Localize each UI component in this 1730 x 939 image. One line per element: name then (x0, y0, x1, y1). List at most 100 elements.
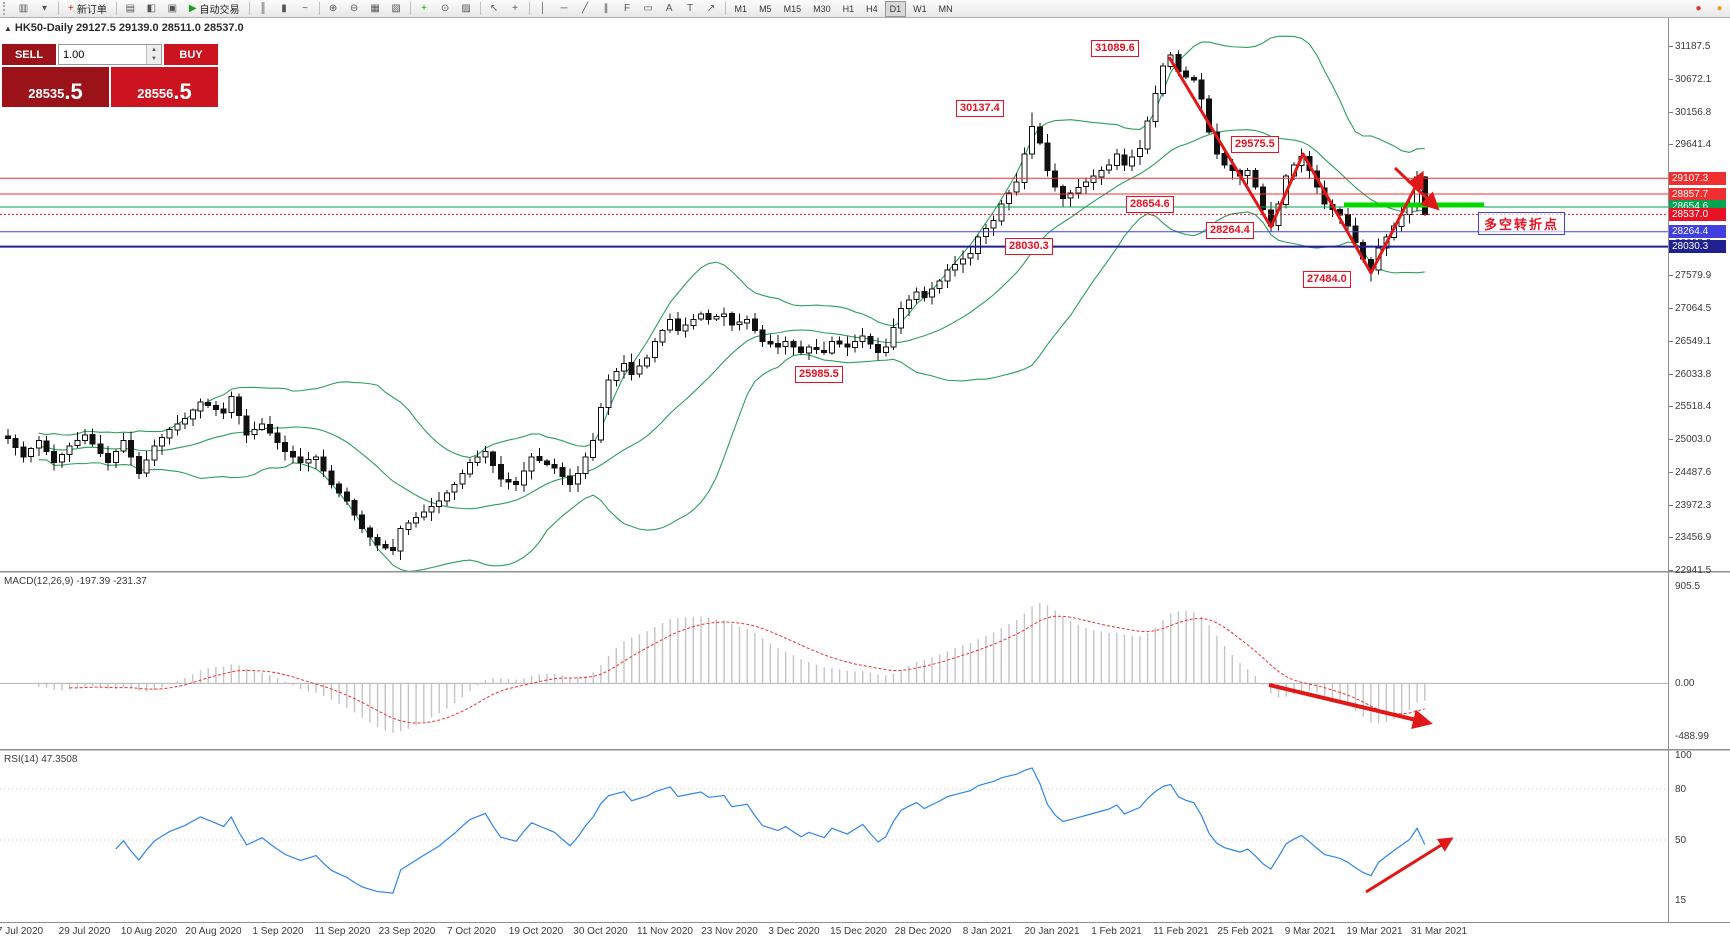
date-label: 11 Sep 2020 (314, 926, 371, 937)
tile-windows-icon[interactable]: ▦ (370, 3, 380, 14)
macd-label: MACD(12,26,9) -197.39 -231.37 (4, 576, 147, 587)
date-label: 7 Jul 2020 (0, 926, 44, 937)
price-chart-pane[interactable] (0, 18, 1668, 571)
volume-up-icon[interactable]: ▲ (147, 45, 161, 55)
timeframe-m15[interactable]: M15 (783, 3, 802, 14)
crosshair-icon[interactable]: + (512, 3, 518, 14)
toolbar-separator (248, 2, 250, 15)
auto-trading-button[interactable]: ▶ 自动交易 (183, 0, 246, 17)
timeframe-m5[interactable]: M5 (759, 3, 772, 14)
new-chart-icon[interactable]: ▥ (18, 3, 29, 14)
date-label: 31 Mar 2021 (1410, 926, 1468, 937)
rsi-scale-label: 50 (1675, 835, 1687, 846)
new-order-button[interactable]: + 新订单 (62, 0, 113, 17)
chart-title-text: HK50-Daily 29127.5 29139.0 28511.0 28537… (14, 22, 244, 34)
timeframe-m1[interactable]: M1 (734, 3, 748, 14)
timeframe-d1[interactable]: D1 (884, 0, 907, 17)
volume-input[interactable] (59, 45, 146, 64)
date-axis[interactable]: 7 Jul 2020 29 Jul 2020 10 Aug 2020 20 Aug 2… (0, 922, 1730, 939)
shapes-icon[interactable]: ▭ (643, 3, 653, 14)
price-tick-label: 23972.3 (1675, 499, 1712, 511)
toolbar-separator (58, 2, 59, 15)
buy-button[interactable]: BUY (164, 44, 218, 65)
notifications-icon[interactable]: ● (1716, 3, 1723, 14)
price-tick-label: 26033.8 (1675, 368, 1712, 380)
volume-down-icon[interactable]: ▼ (147, 54, 161, 64)
price-tick-mark (1669, 373, 1673, 375)
date-label: 1 Feb 2021 (1091, 926, 1142, 937)
date-label: 11 Feb 2021 (1153, 926, 1209, 937)
timeframe-m30[interactable]: M30 (813, 3, 831, 14)
price-tick-mark (1669, 308, 1673, 309)
date-label: 3 Dec 2020 (768, 926, 820, 937)
price-tick-mark (1669, 144, 1673, 146)
price-callout[interactable]: 28654.6 (1126, 196, 1174, 213)
vertical-line-icon[interactable]: │ (539, 3, 547, 14)
text-label-icon[interactable]: T (686, 3, 694, 14)
rsi-label: RSI(14) 47.3508 (4, 754, 78, 765)
date-label: 28 Dec 2020 (894, 926, 952, 937)
timeframe-h1[interactable]: H1 (842, 3, 855, 14)
price-tick-mark (1669, 78, 1673, 80)
price-callout[interactable]: 28264.4 (1206, 222, 1254, 239)
terminal-icon[interactable]: ▣ (167, 3, 178, 14)
pane-splitter-macd[interactable] (0, 571, 1730, 573)
toolbar-separator (479, 2, 481, 15)
pane-splitter-rsi[interactable] (0, 749, 1730, 751)
date-label: 29 Jul 2020 (58, 926, 111, 937)
zoom-out-icon[interactable]: ⊖ (349, 3, 359, 14)
timeframe-mn[interactable]: MN (938, 3, 953, 14)
price-scale[interactable]: 31187.530672.130156.829641.429126.028610… (1669, 0, 1730, 938)
periods-icon[interactable]: ⊙ (440, 3, 450, 14)
cursor-icon[interactable]: ↖ (489, 3, 499, 14)
price-tick-label: 22941.5 (1675, 565, 1712, 576)
rsi-scale-label: 15 (1675, 894, 1687, 906)
data-window-icon[interactable]: ◧ (146, 3, 157, 14)
profiles-dropdown-icon[interactable]: ▾ (41, 3, 48, 14)
macd-indicator-pane[interactable] (0, 573, 1668, 749)
price-tick-mark (1669, 504, 1673, 506)
cascade-windows-icon[interactable]: ▧ (391, 3, 401, 14)
candlestick-chart-icon[interactable]: ▮ (281, 3, 287, 14)
market-watch-icon[interactable]: ▤ (125, 3, 136, 14)
alert-icon[interactable]: ● (1695, 3, 1702, 14)
price-tick-mark (1669, 537, 1673, 539)
price-callout[interactable]: 28030.3 (1005, 238, 1053, 255)
arrow-tools-icon[interactable]: ↗ (706, 3, 716, 14)
templates-icon[interactable]: ▨ (461, 3, 471, 14)
sell-button[interactable]: SELL (2, 44, 56, 65)
toolbar-separator (318, 2, 320, 15)
horizontal-line-icon[interactable]: ─ (560, 3, 568, 14)
price-callout[interactable]: 27484.0 (1303, 271, 1351, 288)
date-label: 10 Aug 2020 (120, 926, 178, 937)
line-chart-icon[interactable]: ~ (302, 3, 308, 14)
volume-stepper: ▲ ▼ (58, 44, 162, 65)
timeframe-h4[interactable]: H4 (866, 3, 878, 14)
turning-point-note[interactable]: 多空转折点 (1478, 212, 1566, 235)
price-tick-label: 24487.6 (1675, 466, 1712, 478)
price-tick-mark (1669, 111, 1673, 113)
buy-price-display[interactable]: 28556.5 (111, 67, 218, 107)
indicators-icon[interactable]: + (421, 3, 427, 14)
date-label: 20 Jan 2021 (1024, 926, 1080, 937)
price-callout[interactable]: 30137.4 (956, 100, 1004, 117)
sell-price-display[interactable]: 28535.5 (2, 67, 109, 107)
price-level-box: 29107.3 (1669, 171, 1726, 185)
price-callout[interactable]: 29575.5 (1231, 136, 1279, 153)
text-icon[interactable]: A (665, 3, 673, 14)
price-callout[interactable]: 25985.5 (795, 366, 843, 383)
price-level-box: 28264.4 (1669, 225, 1726, 239)
toolbar-separator (115, 2, 117, 15)
fibonacci-icon[interactable]: F (623, 3, 631, 14)
price-level-box: 28030.3 (1669, 240, 1726, 254)
timeframe-w1[interactable]: W1 (913, 3, 927, 14)
toolbar-grip[interactable] (3, 2, 10, 15)
zoom-in-icon[interactable]: ⊕ (328, 3, 338, 14)
trendline-icon[interactable]: ╱ (582, 3, 589, 14)
price-tick-label: 25003.0 (1675, 434, 1712, 445)
rsi-indicator-pane[interactable] (0, 751, 1668, 922)
bar-chart-icon[interactable]: ║ (259, 3, 267, 14)
price-callout[interactable]: 31089.6 (1091, 40, 1139, 57)
channel-icon[interactable]: ∥ (603, 3, 609, 14)
price-tick-label: 26549.1 (1675, 335, 1712, 347)
